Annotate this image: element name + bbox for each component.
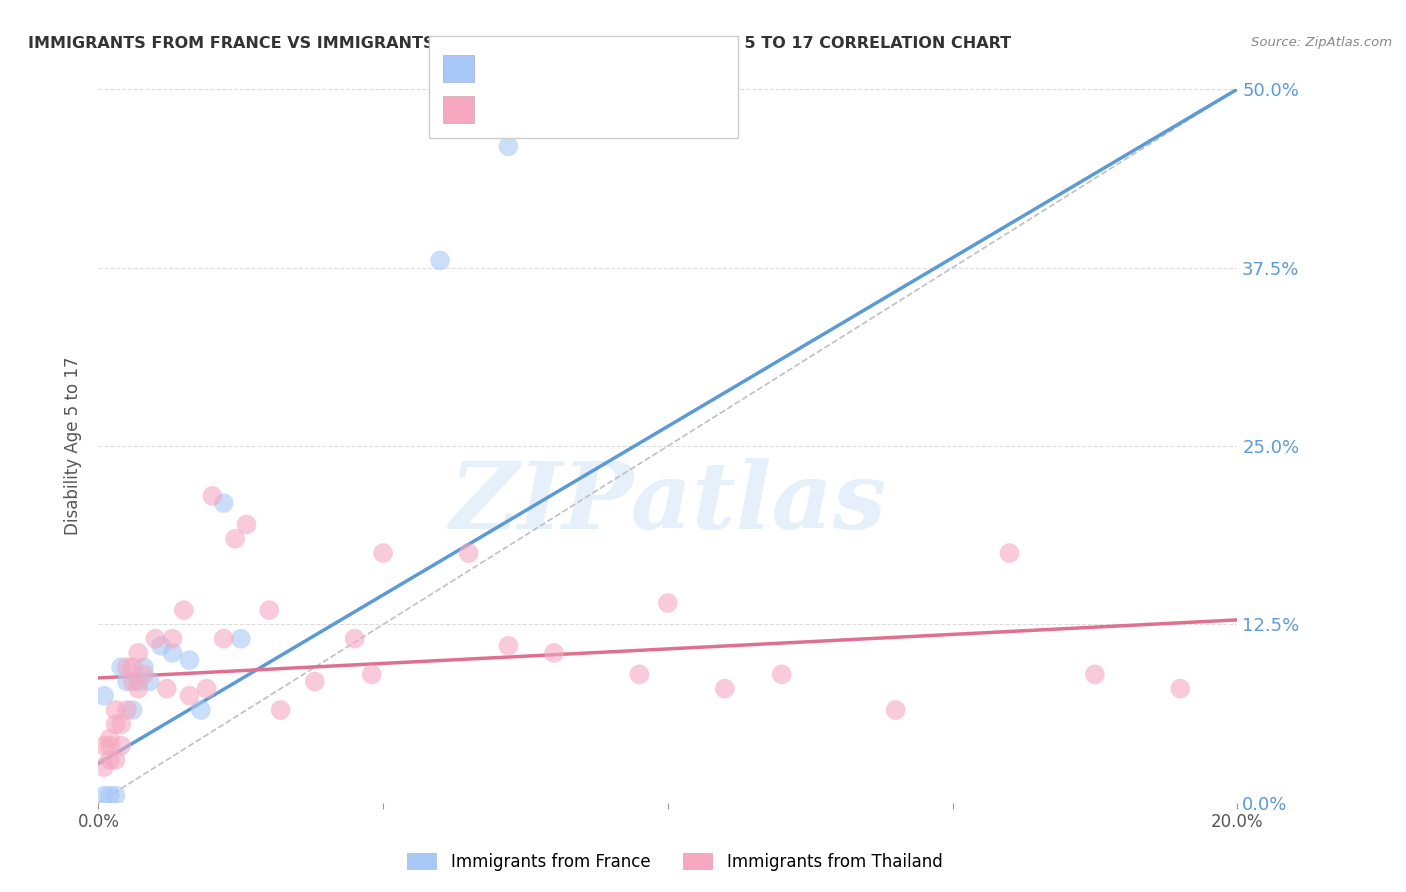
Point [98, 789, 121, 803]
Point [1084, 667, 1107, 681]
Point [127, 674, 149, 689]
Point [884, 703, 907, 717]
Point [998, 546, 1021, 560]
Point [98, 739, 121, 753]
Point [1170, 681, 1192, 696]
Point [98, 753, 121, 767]
Text: IMMIGRANTS FROM FRANCE VS IMMIGRANTS FROM THAILAND DISABILITY AGE 5 TO 17 CORREL: IMMIGRANTS FROM FRANCE VS IMMIGRANTS FRO… [28, 36, 1011, 51]
Point [229, 632, 252, 646]
Point [162, 632, 184, 646]
Point [270, 703, 292, 717]
Point [235, 517, 257, 532]
Point [156, 681, 179, 696]
Point [628, 667, 651, 681]
Point [657, 596, 679, 610]
Point [110, 717, 132, 731]
Point [212, 496, 235, 510]
Point [457, 546, 479, 560]
Point [104, 789, 127, 803]
Point [373, 546, 395, 560]
Point [93, 739, 115, 753]
Point [127, 646, 149, 660]
Point [93, 689, 115, 703]
Text: N =: N = [576, 60, 616, 78]
Point [714, 681, 737, 696]
Point [121, 660, 143, 674]
Point [138, 674, 160, 689]
Point [498, 139, 520, 153]
Point [212, 632, 235, 646]
Text: R =: R = [485, 60, 524, 78]
Text: 44: 44 [614, 101, 640, 119]
Legend: Immigrants from France, Immigrants from Thailand: Immigrants from France, Immigrants from … [399, 845, 950, 880]
Point [195, 681, 218, 696]
Point [150, 639, 173, 653]
Point [104, 717, 127, 731]
Point [132, 667, 155, 681]
Point [429, 253, 451, 268]
Point [190, 703, 212, 717]
Text: Source: ZipAtlas.com: Source: ZipAtlas.com [1251, 36, 1392, 49]
Point [115, 660, 138, 674]
Text: 0.216: 0.216 [523, 101, 579, 119]
Point [98, 731, 121, 746]
Point [498, 639, 520, 653]
Point [115, 703, 138, 717]
Text: R =: R = [485, 101, 524, 119]
Point [201, 489, 224, 503]
Point [93, 760, 115, 774]
Text: ZIPatlas: ZIPatlas [450, 458, 886, 548]
Text: N =: N = [576, 101, 616, 119]
Point [304, 674, 326, 689]
Text: 18: 18 [614, 60, 640, 78]
Point [162, 646, 184, 660]
Point [121, 703, 143, 717]
Point [127, 681, 149, 696]
Point [259, 603, 281, 617]
Point [115, 674, 138, 689]
Point [343, 632, 366, 646]
Point [93, 789, 115, 803]
Point [360, 667, 382, 681]
Point [179, 653, 201, 667]
Point [110, 739, 132, 753]
Point [224, 532, 246, 546]
Point [104, 703, 127, 717]
Point [179, 689, 201, 703]
Point [121, 674, 143, 689]
Point [104, 753, 127, 767]
Y-axis label: Disability Age 5 to 17: Disability Age 5 to 17 [65, 357, 83, 535]
Point [173, 603, 195, 617]
Point [770, 667, 793, 681]
Point [132, 660, 155, 674]
Point [110, 660, 132, 674]
Text: 0.737: 0.737 [523, 60, 579, 78]
Point [543, 646, 565, 660]
Point [145, 632, 167, 646]
